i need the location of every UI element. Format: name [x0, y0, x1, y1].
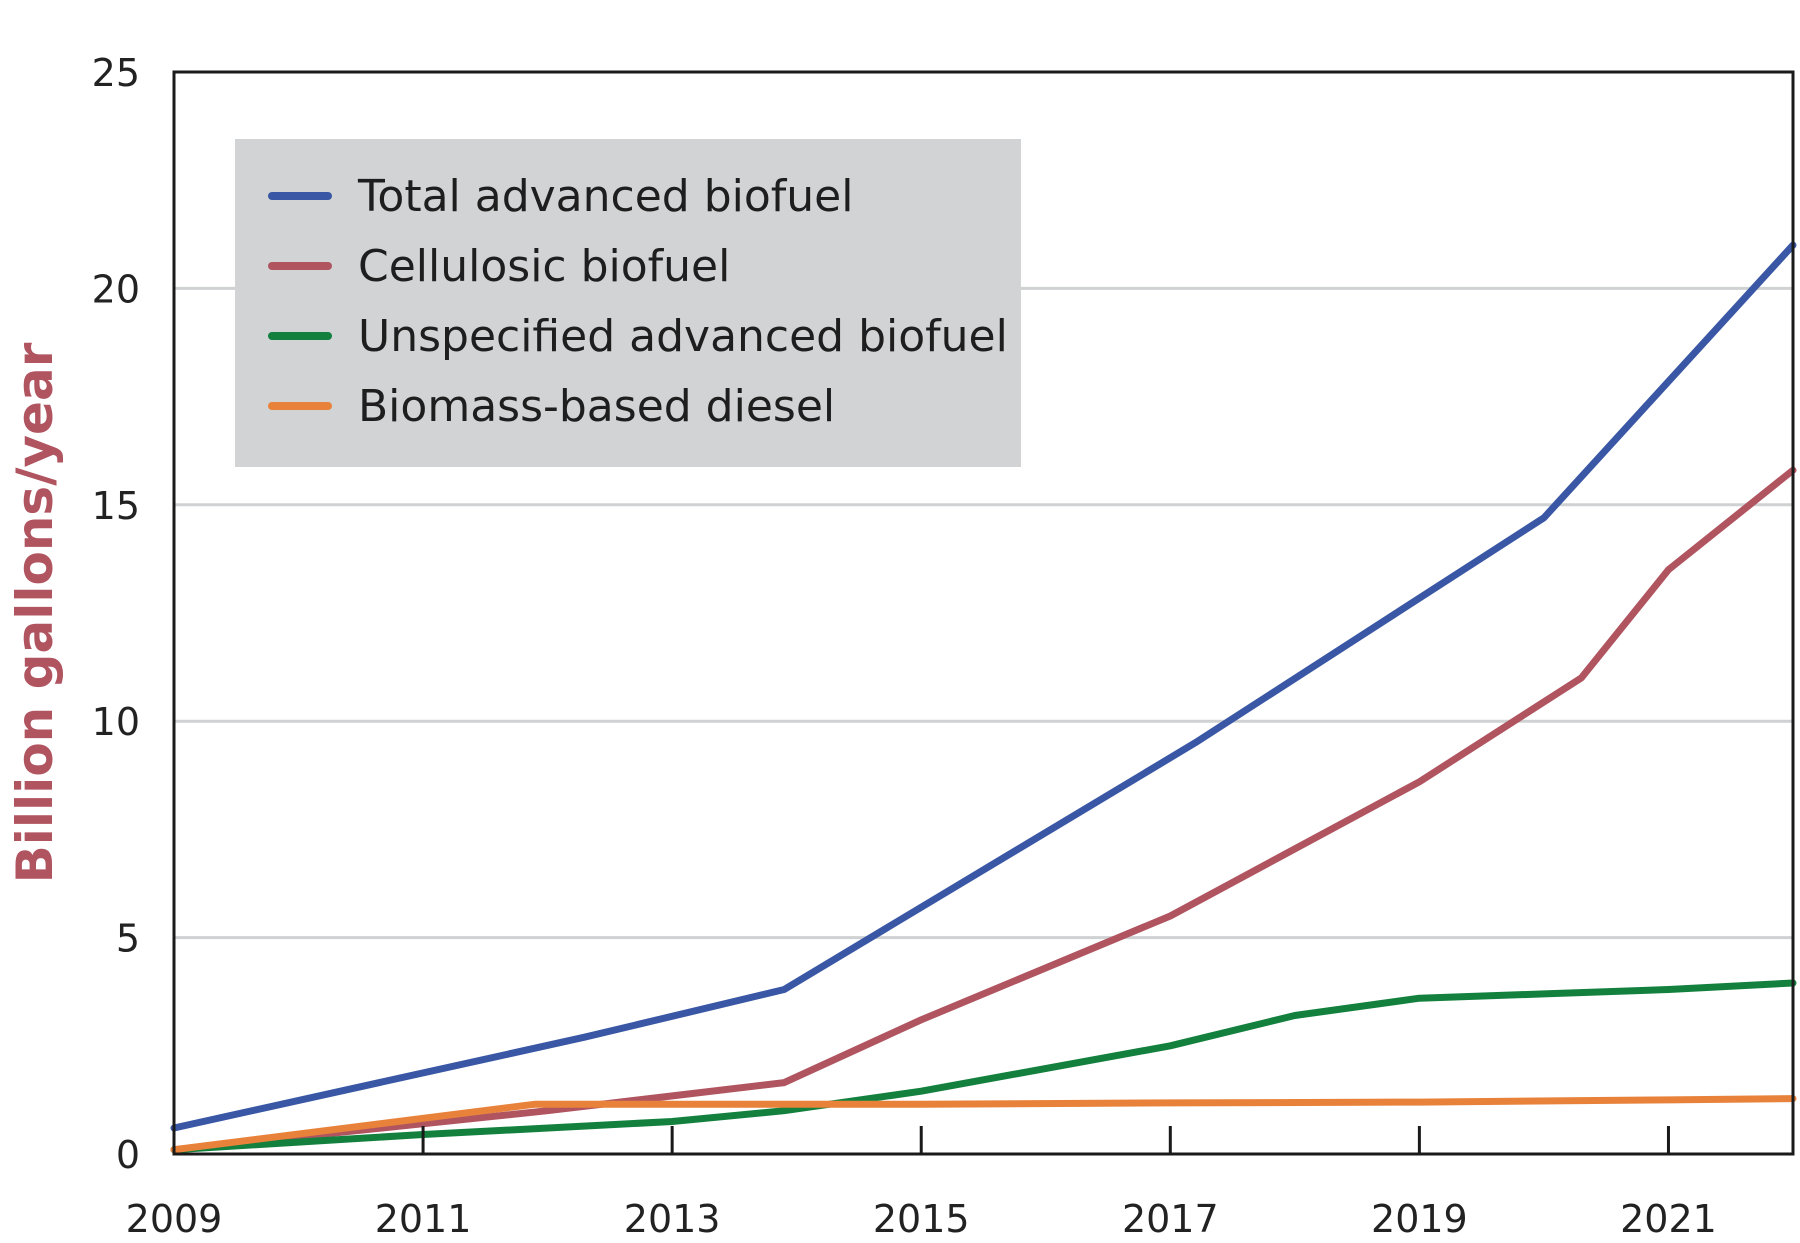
x-tick-label-2013: 2013	[624, 1197, 721, 1241]
legend-label-1: Cellulosic biofuel	[358, 241, 730, 292]
y-tick-label-25: 25	[92, 51, 140, 95]
plot-frame	[172, 70, 1795, 1156]
x-axis-ticks: 2009 2011 2013 2015 2017 2019 2021	[126, 1126, 1717, 1241]
series-line-0	[170, 241, 1797, 1132]
legend-background	[235, 139, 1021, 467]
x-tick-label-2019: 2019	[1371, 1197, 1468, 1241]
x-tick-label-2015: 2015	[873, 1197, 970, 1241]
legend-label-3: Biomass-based diesel	[358, 381, 835, 432]
x-tick-label-2017: 2017	[1122, 1197, 1219, 1241]
series-lines	[170, 241, 1797, 1154]
series-line-2	[170, 979, 1797, 1154]
x-tick-label-2009: 2009	[126, 1197, 223, 1241]
legend-label-0: Total advanced biofuel	[357, 171, 853, 222]
y-tick-label-20: 20	[92, 267, 140, 311]
y-tick-label-15: 15	[92, 484, 140, 528]
y-axis-ticks: 0 5 10 15 20 25	[92, 51, 140, 1177]
x-tick-label-2011: 2011	[375, 1197, 472, 1241]
series-line-3	[170, 1095, 1797, 1154]
y-tick-label-10: 10	[92, 700, 140, 744]
legend: Total advanced biofuel Cellulosic biofuel…	[235, 139, 1021, 467]
x-tick-label-2021: 2021	[1620, 1197, 1717, 1241]
y-tick-label-0: 0	[116, 1133, 140, 1177]
series-line-1	[170, 466, 1797, 1154]
y-axis-label: Billion gallons/year	[6, 342, 64, 883]
legend-label-2: Unspecified advanced biofuel	[358, 311, 1008, 362]
y-tick-label-5: 5	[116, 917, 140, 961]
